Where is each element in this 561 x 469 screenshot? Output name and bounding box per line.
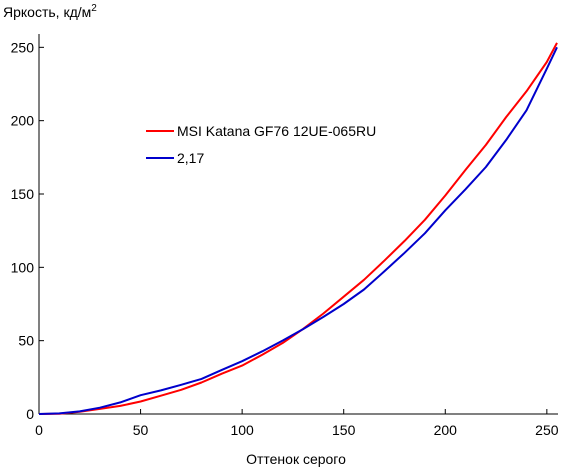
series-line-1 (38, 42, 558, 415)
x-ticks: 0 50 100 150 200 250 (35, 409, 559, 438)
legend-label-1: MSI Katana GF76 12UE-065RU (177, 123, 376, 139)
y-tick-label: 200 (11, 113, 35, 129)
axes (38, 34, 558, 415)
y-tick-label: 0 (26, 406, 34, 422)
y-tick-label: 150 (11, 186, 35, 202)
series-lines (38, 42, 558, 415)
x-tick-label: 50 (133, 422, 149, 438)
y-ticks: 0 50 100 150 200 250 (11, 39, 44, 422)
y-tick-label: 250 (11, 39, 35, 55)
y-tick-label: 50 (18, 333, 34, 349)
x-tick-label: 250 (535, 422, 559, 438)
legend: MSI Katana GF76 12UE-065RU 2,17 (146, 123, 376, 166)
y-tick-label: 100 (11, 259, 35, 275)
x-tick-label: 150 (332, 422, 356, 438)
series-line-2 (38, 46, 558, 415)
legend-label-2: 2,17 (177, 150, 204, 166)
x-tick-label: 100 (230, 422, 254, 438)
y-axis-label-text: Яркость, кд/м2 (3, 3, 97, 20)
x-tick-label: 200 (434, 422, 458, 438)
y-axis-label: Яркость, кд/м2 (3, 3, 97, 20)
x-axis-label: Оттенок серого (246, 451, 346, 467)
x-tick-label: 0 (35, 422, 43, 438)
